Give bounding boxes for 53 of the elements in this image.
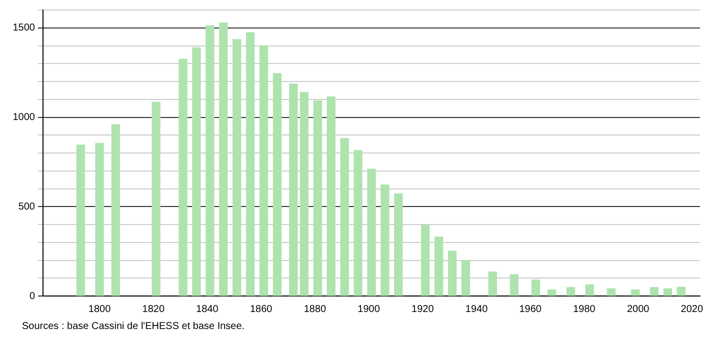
bar <box>367 168 376 296</box>
bar <box>566 287 576 296</box>
x-tick-label: 2000 <box>626 304 650 315</box>
bar <box>76 144 86 296</box>
bar <box>340 138 349 296</box>
x-tick-label: 1920 <box>412 304 434 315</box>
bar <box>488 272 497 296</box>
source-note: Sources : base Cassini de l'EHESS et base Insee. <box>22 321 245 332</box>
x-tick-label: 1980 <box>573 304 596 315</box>
bar <box>246 32 255 296</box>
x-tick-label: 1880 <box>304 304 327 315</box>
bar <box>548 289 556 296</box>
bar <box>650 287 659 296</box>
bar <box>232 39 242 296</box>
bar <box>192 47 201 296</box>
x-tick-label: 1900 <box>358 304 380 315</box>
bar <box>531 280 540 296</box>
x-tick-label: 1960 <box>519 304 542 315</box>
bar <box>259 45 268 296</box>
bar <box>434 236 444 296</box>
x-tick-label: 1820 <box>142 304 165 315</box>
bar <box>313 100 322 296</box>
bar <box>300 92 309 296</box>
bar <box>206 25 214 296</box>
y-tick-label: 500 <box>18 201 36 212</box>
bar <box>289 84 298 296</box>
x-tick-label: 1860 <box>250 304 273 315</box>
bar <box>380 184 390 296</box>
x-tick-label: 2020 <box>680 304 704 315</box>
bar <box>178 58 188 296</box>
bar <box>631 289 640 296</box>
y-tick-label: 1500 <box>12 22 36 34</box>
bar <box>219 22 228 296</box>
x-tick-label: 1800 <box>88 304 112 315</box>
x-tick-label: 1840 <box>196 304 219 315</box>
bar <box>152 102 160 296</box>
bar <box>448 250 457 296</box>
x-tick-label: 1940 <box>465 304 488 315</box>
bar <box>461 260 470 296</box>
bar <box>585 284 594 296</box>
bar <box>354 150 362 296</box>
bar <box>95 143 104 296</box>
bar <box>326 96 336 296</box>
y-tick-label: 1000 <box>12 112 36 123</box>
y-tick-label: 0 <box>29 290 36 302</box>
bar <box>394 193 403 296</box>
bar <box>676 286 686 296</box>
bar <box>663 288 672 296</box>
bar <box>421 224 430 296</box>
bar <box>111 124 120 296</box>
bar <box>272 73 282 296</box>
bar <box>606 288 616 296</box>
bar <box>510 274 519 296</box>
